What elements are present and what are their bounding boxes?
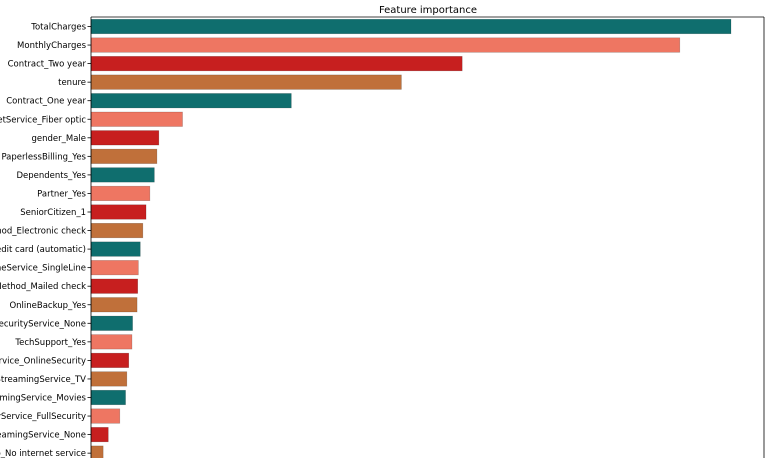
y-tick-label-7: PaperlessBilling_Yes: [1, 152, 86, 162]
y-tick-label-13: PhoneService_SingleLine: [0, 264, 86, 274]
bar-5: [90, 111, 183, 127]
bar-6: [90, 130, 160, 146]
y-tick-label-1: MonthlyCharges: [17, 41, 87, 51]
bar-21: [90, 408, 121, 424]
y-tick-label-19: StreamingService_TV: [0, 375, 86, 385]
y-tick-label-16: SecurityService_None: [0, 319, 86, 329]
bar-12: [90, 241, 141, 257]
y-tick-label-23: OnlineBackup_No internet service: [0, 449, 86, 458]
bar-4: [90, 93, 292, 109]
y-tick-label-6: gender_Male: [31, 134, 86, 144]
y-tick-label-20: StreamingService_Movies: [0, 394, 87, 404]
bar-0: [90, 18, 732, 35]
y-tick-label-21: SecurityService_FullSecurity: [0, 412, 86, 422]
bar-14: [90, 278, 139, 294]
y-tick-label-10: SeniorCitizen_1: [20, 208, 86, 218]
bar-19: [90, 371, 128, 387]
y-tick-label-0: TotalCharges: [30, 23, 86, 33]
y-tick-label-22: StreamingService_None: [0, 431, 86, 441]
y-tick-labels: TotalCharges MonthlyCharges Contract_Two y…: [0, 23, 87, 458]
bar-13: [90, 260, 139, 276]
bar-16: [90, 315, 133, 331]
bar-22: [90, 427, 109, 443]
bar-11: [90, 223, 144, 239]
bar-23: [90, 445, 104, 458]
y-tick-label-14: PaymentMethod_Mailed check: [0, 282, 86, 292]
bar-18: [90, 352, 130, 368]
axes-frame: [87, 16, 765, 458]
bar-20: [90, 389, 126, 406]
bar-2: [90, 56, 463, 72]
y-tick-label-8: Dependents_Yes: [16, 171, 86, 181]
y-tick-label-15: OnlineBackup_Yes: [9, 301, 86, 311]
y-tick-label-18: SecurityService_OnlineSecurity: [0, 356, 86, 366]
bar-15: [90, 297, 138, 313]
bar-17: [90, 334, 133, 350]
bar-3: [90, 74, 402, 90]
y-tick-label-11: PaymentMethod_Electronic check: [0, 227, 86, 237]
y-tick-label-5: InternetService_Fiber optic: [0, 115, 86, 125]
bar-8: [90, 167, 155, 183]
y-tick-label-9: Partner_Yes: [37, 189, 86, 199]
bar-10: [90, 204, 147, 220]
y-tick-label-3: tenure: [58, 78, 86, 88]
y-tick-label-12: PaymentMethod_Credit card (automatic): [0, 245, 86, 255]
y-tick-label-17: TechSupport_Yes: [14, 338, 86, 348]
y-tick-label-4: Contract_One year: [6, 97, 86, 107]
bar-1: [90, 37, 681, 53]
y-tick-label-2: Contract_Two year: [8, 60, 87, 70]
chart-title: Feature importance: [379, 5, 477, 16]
bar-9: [90, 185, 151, 201]
bar-7: [90, 148, 158, 164]
